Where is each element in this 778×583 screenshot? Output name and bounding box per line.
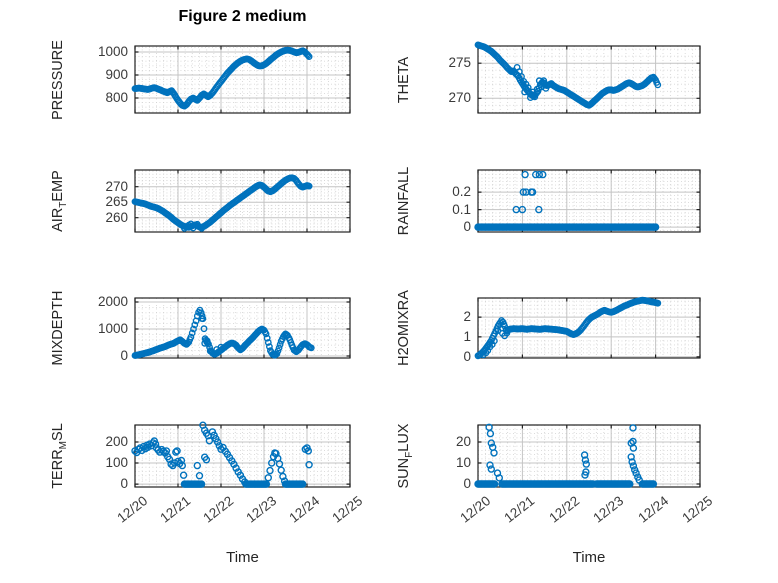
axes-frame [134, 297, 351, 359]
tick-marks [134, 425, 351, 487]
axes-frame [134, 424, 351, 488]
figure-title: Figure 2 medium [178, 8, 307, 25]
y-tick-label-mixdepth: 0 [120, 348, 128, 363]
y-tick-label-terr-msl: 200 [105, 434, 128, 449]
minor-grid [478, 298, 700, 358]
axes-frame [134, 45, 351, 114]
axes-frame [477, 45, 701, 114]
x-axis-label-right: Time [572, 549, 606, 566]
tick-marks [134, 46, 351, 113]
data-markers-air-temp [131, 174, 313, 232]
subplot-h2omixra [474, 296, 701, 360]
y-tick-label-air-temp: 270 [105, 179, 128, 194]
subplot-sun-flux [474, 423, 701, 488]
major-grid [135, 170, 350, 232]
y-tick-label-rainfall: 0 [463, 219, 471, 234]
y-tick-label-terr-msl: 0 [120, 476, 128, 491]
subplot-mixdepth [131, 297, 351, 359]
subplot-terr-msl [131, 421, 351, 488]
minor-grid [135, 170, 350, 232]
axes-frame [477, 297, 701, 359]
y-tick-label-rainfall: 0.2 [452, 184, 471, 199]
data-markers-theta [474, 41, 662, 109]
y-axis-label-terr-msl: TERRMSL [50, 423, 69, 489]
y-tick-label-air-temp: 265 [105, 194, 128, 209]
y-tick-label-pressure: 900 [105, 67, 128, 82]
subplot-pressure [131, 45, 351, 114]
subplot-air-temp [131, 169, 351, 233]
y-tick-label-pressure: 1000 [97, 44, 128, 59]
data-markers-sun-flux [474, 423, 658, 488]
y-tick-label-pressure: 800 [105, 90, 128, 105]
y-tick-label-sun-flux: 20 [455, 434, 471, 449]
minor-grid [478, 170, 700, 232]
data-markers-mixdepth [131, 306, 315, 359]
subplot-rainfall [474, 169, 701, 233]
minor-grid [478, 424, 700, 487]
minor-grid [135, 424, 350, 487]
y-tick-label-terr-msl: 100 [105, 455, 128, 470]
y-tick-label-theta: 270 [448, 90, 471, 105]
y-tick-label-sun-flux: 0 [463, 476, 471, 491]
data-markers-terr-msl [131, 421, 313, 488]
y-tick-label-sun-flux: 10 [455, 455, 471, 470]
y-tick-label-h2omixra: 1 [463, 329, 471, 344]
y-tick-label-air-temp: 260 [105, 210, 128, 225]
data-markers-h2omixra [474, 296, 662, 360]
axes-frame [477, 169, 701, 233]
y-tick-label-mixdepth: 1000 [97, 321, 128, 336]
y-tick-label-theta: 275 [448, 55, 471, 70]
data-markers-rainfall [474, 170, 660, 231]
y-tick-label-rainfall: 0.1 [452, 202, 471, 217]
subplot-theta [474, 41, 701, 114]
y-tick-label-h2omixra: 0 [463, 349, 471, 364]
y-tick-label-h2omixra: 2 [463, 309, 471, 324]
data-markers-pressure [131, 46, 313, 110]
y-tick-label-mixdepth: 2000 [97, 294, 128, 309]
minor-grid [135, 46, 350, 113]
y-axis-label-sun-flux: SUNFLUX [396, 423, 415, 489]
x-axis-label-left: Time [226, 549, 259, 566]
